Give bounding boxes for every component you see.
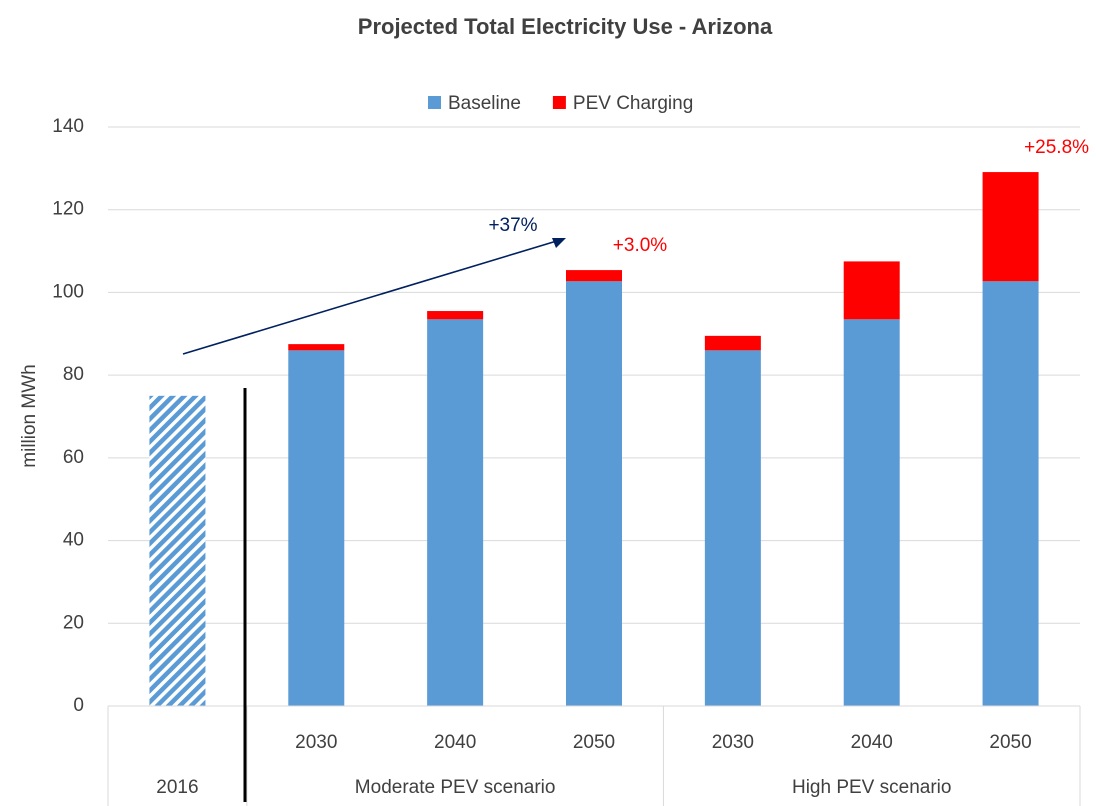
group-label: Moderate PEV scenario xyxy=(355,777,556,798)
group-label: 2016 xyxy=(156,777,198,798)
annotation: +37% xyxy=(488,215,537,236)
legend-label: Baseline xyxy=(448,93,521,114)
legend-swatch xyxy=(552,96,566,109)
bar-segment xyxy=(288,344,345,351)
legend-swatch xyxy=(428,96,441,109)
bar-segment xyxy=(288,350,345,706)
y-tick-label: 120 xyxy=(52,199,84,220)
group-label: High PEV scenario xyxy=(792,777,951,798)
x-tick-label: 2030 xyxy=(712,732,754,753)
y-tick-label: 40 xyxy=(63,530,84,551)
marks xyxy=(149,172,1039,706)
bar-segment xyxy=(982,172,1039,282)
growth-arrow xyxy=(182,239,561,355)
x-tick-label: 2040 xyxy=(434,732,476,753)
x-tick-label: 2030 xyxy=(295,732,337,753)
bar-segment xyxy=(566,281,622,706)
bar-segment xyxy=(427,311,484,320)
bar-segment xyxy=(149,395,206,706)
bar-segment xyxy=(843,319,900,706)
x-tick-label: 2050 xyxy=(573,732,615,753)
bar-segment xyxy=(843,261,900,320)
bar-segment xyxy=(427,319,484,706)
bar-segment xyxy=(566,270,622,282)
y-tick-label: 80 xyxy=(63,364,84,385)
arrow-head xyxy=(552,238,566,248)
legend-label: PEV Charging xyxy=(573,93,693,114)
x-tick-label: 2040 xyxy=(851,732,893,753)
y-tick-label: 100 xyxy=(52,281,84,302)
bar-segment xyxy=(704,350,761,706)
x-tick-label: 2050 xyxy=(989,732,1031,753)
y-axis-label: million MWh xyxy=(19,364,40,467)
bar-segment xyxy=(982,281,1039,706)
y-tick-label: 60 xyxy=(63,447,84,468)
y-tick-label: 0 xyxy=(73,695,84,716)
annotation: +3.0% xyxy=(613,235,668,256)
chart-title: Projected Total Electricity Use - Arizon… xyxy=(358,14,773,39)
bar-segment xyxy=(704,335,761,351)
y-tick-label: 140 xyxy=(52,116,84,137)
annotation: +25.8% xyxy=(1024,137,1089,158)
y-tick-label: 20 xyxy=(63,612,84,633)
